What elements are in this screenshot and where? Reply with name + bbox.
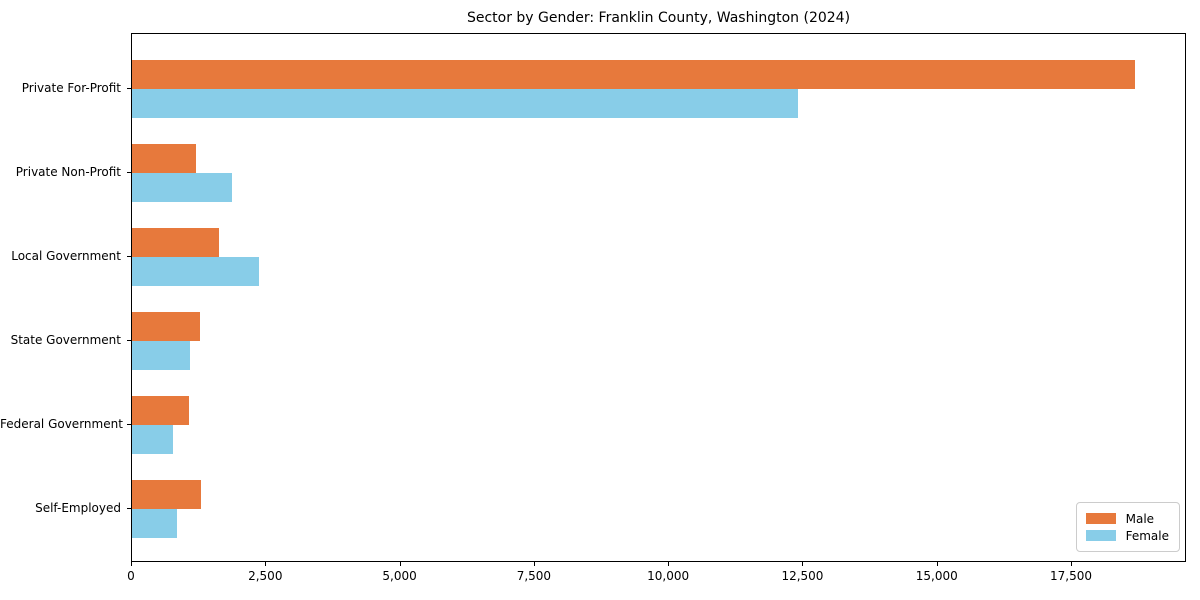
y-tick-mark — [127, 88, 131, 89]
x-tick-label: 7,500 — [516, 569, 552, 583]
legend-row-male: Male — [1085, 510, 1169, 527]
legend-label-male: Male — [1125, 511, 1155, 526]
x-tick-mark — [131, 562, 132, 566]
bar-female-6 — [132, 509, 178, 538]
bar-female-4 — [132, 341, 190, 370]
x-tick-label: 12,500 — [781, 569, 824, 583]
x-tick-mark — [265, 562, 267, 566]
x-tick-label: 10,000 — [647, 569, 690, 583]
x-tick-label: 15,000 — [915, 569, 958, 583]
y-tick-mark — [127, 424, 131, 425]
x-tick-label: 17,500 — [1050, 569, 1093, 583]
x-tick-mark — [802, 562, 804, 566]
plot-area: Male Female — [131, 33, 1186, 562]
y-tick-label: Private For-Profit — [21, 81, 121, 95]
chart-title: Sector by Gender: Franklin County, Washi… — [466, 10, 851, 26]
bar-male-6 — [132, 480, 201, 509]
legend-swatch-female — [1085, 530, 1116, 541]
legend-label-female: Female — [1125, 528, 1169, 543]
y-tick-mark — [127, 172, 131, 173]
y-tick-mark — [127, 256, 131, 257]
y-tick-label: Federal Government — [0, 417, 123, 431]
y-tick-label: Private Non-Profit — [15, 165, 121, 179]
legend: Male Female — [1075, 502, 1180, 552]
bar-male-5 — [132, 396, 189, 425]
bar-female-1 — [132, 89, 799, 118]
x-tick-mark — [668, 562, 670, 566]
bar-female-3 — [132, 257, 259, 286]
y-tick-mark — [127, 340, 131, 341]
x-tick-mark — [1071, 562, 1073, 566]
bar-female-2 — [132, 173, 232, 202]
legend-swatch-male — [1085, 513, 1116, 524]
x-tick-label: 0 — [127, 569, 135, 583]
x-tick-mark — [936, 562, 938, 566]
bar-male-1 — [132, 60, 1136, 89]
bar-male-2 — [132, 144, 196, 173]
legend-row-female: Female — [1085, 527, 1169, 544]
y-tick-label: State Government — [10, 333, 121, 347]
bar-male-3 — [132, 228, 219, 257]
y-tick-label: Self-Employed — [35, 501, 121, 515]
x-tick-label: 5,000 — [382, 569, 417, 583]
y-tick-label: Local Government — [11, 249, 121, 263]
x-tick-label: 2,500 — [248, 569, 283, 583]
x-tick-mark — [399, 562, 401, 566]
bar-male-4 — [132, 312, 201, 341]
bar-female-5 — [132, 425, 173, 454]
y-tick-mark — [127, 508, 131, 509]
x-tick-mark — [533, 562, 535, 566]
